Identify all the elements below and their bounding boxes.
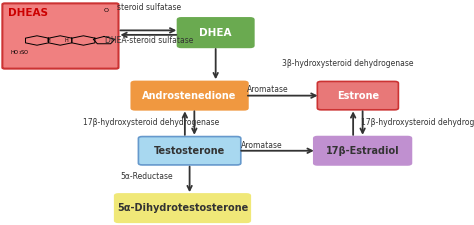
FancyBboxPatch shape [2, 3, 118, 69]
Text: Aromatase: Aromatase [247, 86, 289, 94]
Text: 17β-hydroxysteroid dehydrogenase: 17β-hydroxysteroid dehydrogenase [83, 118, 219, 127]
Text: Estrone: Estrone [337, 91, 379, 101]
Text: H: H [46, 38, 50, 43]
FancyBboxPatch shape [318, 81, 398, 110]
Text: 5α-Reductase: 5α-Reductase [120, 172, 173, 181]
Text: Androstenedione: Androstenedione [142, 91, 237, 101]
Text: O: O [103, 8, 108, 13]
FancyBboxPatch shape [138, 137, 241, 165]
FancyBboxPatch shape [177, 18, 254, 47]
Text: Aromatase: Aromatase [241, 141, 283, 150]
Text: H: H [64, 38, 68, 43]
Text: 17β-hydroxysteroid dehydrogenase: 17β-hydroxysteroid dehydrogenase [361, 118, 474, 127]
Text: DHEAS: DHEAS [9, 9, 48, 18]
FancyBboxPatch shape [131, 81, 248, 110]
Text: steroid sulfatase: steroid sulfatase [117, 3, 182, 12]
Text: 17β-Estradiol: 17β-Estradiol [326, 146, 400, 156]
Text: DHEA: DHEA [200, 28, 232, 38]
FancyBboxPatch shape [314, 137, 411, 165]
Text: HO$_3$SO: HO$_3$SO [10, 48, 30, 57]
Text: 5α-Dihydrotestosterone: 5α-Dihydrotestosterone [117, 203, 248, 213]
Text: 3β-hydroxysteroid dehydrogenase: 3β-hydroxysteroid dehydrogenase [282, 58, 413, 68]
Text: DHEA-steroid sulfatase: DHEA-steroid sulfatase [105, 36, 193, 45]
FancyBboxPatch shape [115, 194, 250, 222]
Text: Testosterone: Testosterone [154, 146, 225, 156]
